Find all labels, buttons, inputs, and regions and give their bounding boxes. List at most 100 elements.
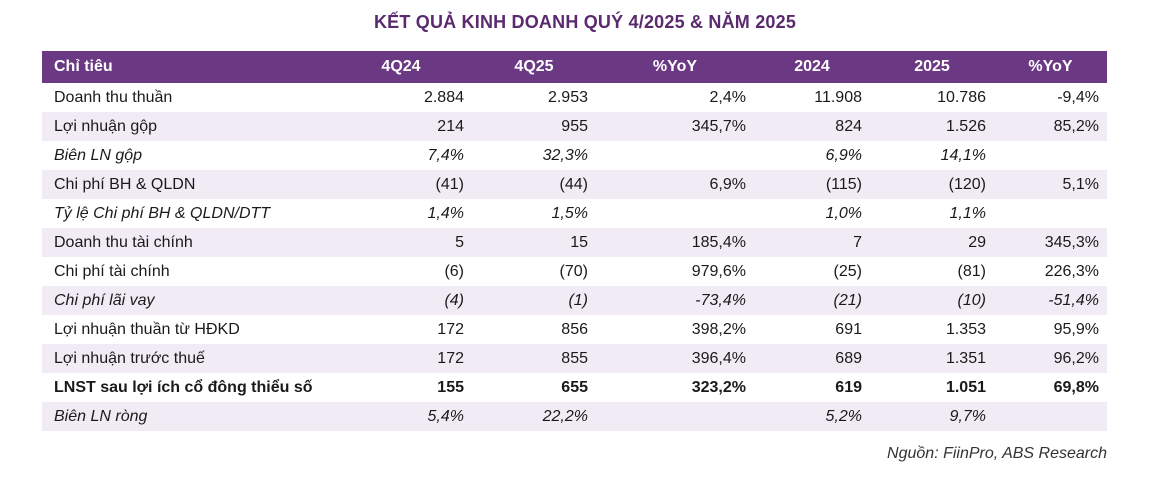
value-yoy-quarter: 345,7% bbox=[691, 117, 746, 135]
value-4q24: 2.884 bbox=[423, 88, 464, 106]
value-2025: 1.353 bbox=[945, 320, 986, 338]
row-label: Chi phí BH & QLDN bbox=[54, 175, 196, 193]
value-4q24: 214 bbox=[437, 117, 464, 135]
value-2025: 10.786 bbox=[937, 88, 986, 106]
value-yoy-year bbox=[994, 199, 1107, 228]
header-4q25: 4Q25 bbox=[514, 58, 554, 75]
value-yoy-year: 85,2% bbox=[1053, 117, 1099, 135]
value-4q24: 5,4% bbox=[427, 407, 464, 425]
row-label: Lợi nhuận gộp bbox=[54, 117, 158, 135]
row-label: Biên LN gộp bbox=[54, 146, 143, 164]
value-4q25: (44) bbox=[559, 175, 588, 193]
value-2025: 1.051 bbox=[945, 378, 986, 396]
value-2024: 1,0% bbox=[825, 204, 862, 222]
value-4q25: 856 bbox=[561, 320, 588, 338]
results-table: Chỉ tiêu 4Q24 4Q25 %YoY 2024 2025 %YoY D… bbox=[42, 51, 1107, 431]
value-2025: 1.526 bbox=[945, 117, 986, 135]
value-4q25: (70) bbox=[559, 262, 588, 280]
value-4q25: 955 bbox=[561, 117, 588, 135]
value-yoy-quarter: 185,4% bbox=[691, 233, 746, 251]
row-label: Tỷ lệ Chi phí BH & QLDN/DTT bbox=[54, 204, 271, 222]
header-label: Chỉ tiêu bbox=[54, 58, 113, 75]
value-4q25: 1,5% bbox=[551, 204, 588, 222]
header-yoy-year: %YoY bbox=[1028, 58, 1073, 75]
value-2024: 5,2% bbox=[825, 407, 862, 425]
row-label: Doanh thu tài chính bbox=[54, 233, 193, 251]
row-label: LNST sau lợi ích cổ đông thiểu số bbox=[54, 378, 313, 396]
value-4q25: 32,3% bbox=[542, 146, 588, 164]
value-yoy-quarter: 979,6% bbox=[691, 262, 746, 280]
table-row: Tỷ lệ Chi phí BH & QLDN/DTT 1,4% 1,5% 1,0% 1… bbox=[42, 199, 1107, 228]
value-yoy-quarter: 398,2% bbox=[691, 320, 746, 338]
table-row: Chi phí tài chính (6) (70) 979,6% (25) (81) 22… bbox=[42, 257, 1107, 286]
value-4q25: 22,2% bbox=[542, 407, 588, 425]
value-4q24: 172 bbox=[437, 320, 464, 338]
value-2025: (120) bbox=[948, 175, 986, 193]
value-yoy-year bbox=[994, 141, 1107, 170]
value-4q25: (1) bbox=[568, 291, 588, 309]
value-yoy-year: 69,8% bbox=[1053, 378, 1099, 396]
value-4q24: 1,4% bbox=[427, 204, 464, 222]
row-label: Lợi nhuận thuần từ HĐKD bbox=[54, 320, 240, 338]
table-title: KẾT QUẢ KINH DOANH QUÝ 4/2025 & NĂM 2025 bbox=[373, 12, 797, 32]
value-yoy-quarter: 396,4% bbox=[691, 349, 746, 367]
value-yoy-quarter bbox=[596, 141, 754, 170]
value-2025: 9,7% bbox=[949, 407, 986, 425]
row-label: Biên LN ròng bbox=[54, 407, 148, 425]
value-2024: 824 bbox=[835, 117, 862, 135]
value-2024: (115) bbox=[825, 175, 862, 193]
table-row: Chi phí lãi vay (4) (1) -73,4% (21) (10) -51,4… bbox=[42, 286, 1107, 315]
header-2025: 2025 bbox=[914, 58, 950, 75]
value-yoy-year bbox=[994, 402, 1107, 431]
value-yoy-quarter bbox=[596, 199, 754, 228]
row-label: Lợi nhuận trước thuế bbox=[54, 349, 205, 367]
value-yoy-quarter: -73,4% bbox=[695, 291, 746, 309]
value-yoy-year: 226,3% bbox=[1044, 262, 1099, 280]
value-4q24: 172 bbox=[437, 349, 464, 367]
value-2024: (25) bbox=[833, 262, 862, 280]
row-label: Doanh thu thuần bbox=[54, 88, 173, 106]
value-4q24: (41) bbox=[435, 175, 464, 193]
value-2024: 11.908 bbox=[814, 88, 862, 106]
table-row: Lợi nhuận gộp 214 955 345,7% 824 1.526 85,2% bbox=[42, 112, 1107, 141]
value-4q25: 855 bbox=[561, 349, 588, 367]
value-yoy-quarter: 323,2% bbox=[691, 378, 746, 396]
value-2025: (81) bbox=[957, 262, 986, 280]
value-2024: (21) bbox=[833, 291, 862, 309]
table-row: LNST sau lợi ích cổ đông thiểu số 155 655 3… bbox=[42, 373, 1107, 402]
value-4q25: 15 bbox=[570, 233, 588, 251]
value-yoy-year: -9,4% bbox=[1057, 88, 1099, 106]
value-4q24: 7,4% bbox=[427, 146, 464, 164]
source-note: Nguồn: FiinPro, ABS Research bbox=[887, 445, 1107, 462]
value-2025: (10) bbox=[957, 291, 986, 309]
value-4q24: (4) bbox=[444, 291, 464, 309]
value-4q24: 5 bbox=[455, 233, 464, 251]
table-row: Chi phí BH & QLDN (41) (44) 6,9% (115) (120) 5… bbox=[42, 170, 1107, 199]
value-2025: 1,1% bbox=[949, 204, 986, 222]
table-row: Lợi nhuận thuần từ HĐKD 172 856 398,2% 691 1.… bbox=[42, 315, 1107, 344]
value-yoy-quarter: 2,4% bbox=[709, 88, 746, 106]
value-2024: 689 bbox=[835, 349, 862, 367]
table-header-row: Chỉ tiêu 4Q24 4Q25 %YoY 2024 2025 %YoY bbox=[42, 51, 1107, 83]
header-2024: 2024 bbox=[794, 58, 830, 75]
header-4q24: 4Q24 bbox=[381, 58, 421, 75]
value-4q25: 655 bbox=[561, 378, 588, 396]
value-2025: 14,1% bbox=[940, 146, 986, 164]
value-4q24: 155 bbox=[437, 378, 464, 396]
row-label: Chi phí tài chính bbox=[54, 262, 170, 280]
value-2024: 6,9% bbox=[825, 146, 862, 164]
value-4q24: (6) bbox=[444, 262, 464, 280]
value-yoy-year: 345,3% bbox=[1044, 233, 1099, 251]
table-body: Doanh thu thuần 2.884 2.953 2,4% 11.908 10.78… bbox=[42, 83, 1107, 431]
value-yoy-year: 96,2% bbox=[1053, 349, 1099, 367]
header-yoy-quarter: %YoY bbox=[652, 58, 698, 75]
value-2025: 29 bbox=[968, 233, 986, 251]
table-row: Doanh thu tài chính 5 15 185,4% 7 29 345,3% bbox=[42, 228, 1107, 257]
value-2024: 7 bbox=[853, 233, 862, 251]
value-yoy-year: 95,9% bbox=[1053, 320, 1099, 338]
table-row: Biên LN ròng 5,4% 22,2% 5,2% 9,7% bbox=[42, 402, 1107, 431]
table-row: Doanh thu thuần 2.884 2.953 2,4% 11.908 10.78… bbox=[42, 83, 1107, 112]
value-yoy-quarter: 6,9% bbox=[709, 175, 746, 193]
value-4q25: 2.953 bbox=[547, 88, 588, 106]
